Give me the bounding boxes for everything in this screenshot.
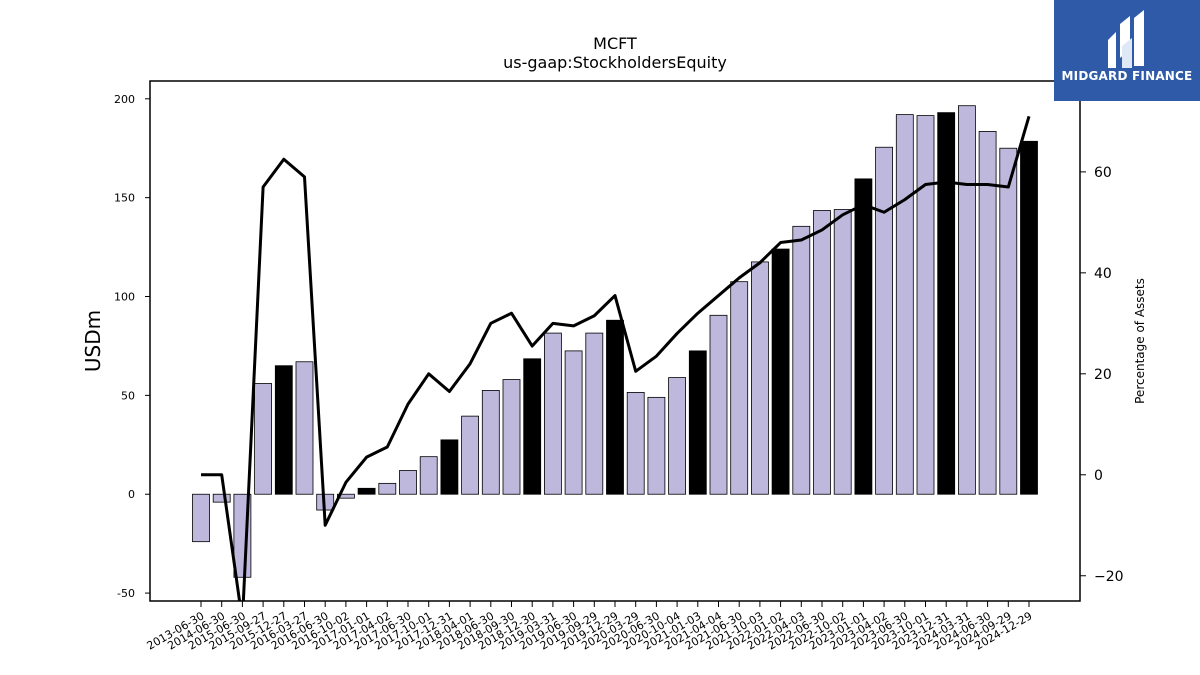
y-tick-label: 150 <box>114 192 135 205</box>
line-series <box>201 115 1031 601</box>
y2-tick-label: 20 <box>1094 367 1112 383</box>
bar <box>813 210 831 495</box>
bar <box>978 131 997 495</box>
bar <box>606 319 624 495</box>
bar <box>937 112 956 495</box>
bar <box>792 225 811 495</box>
bar <box>212 493 231 503</box>
y-axis-label: USDm <box>81 310 105 372</box>
bar <box>274 365 293 495</box>
bar <box>544 332 562 495</box>
bar <box>916 115 935 495</box>
logo-text: MIDGARD FINANCE <box>1061 69 1193 83</box>
bar <box>502 379 521 495</box>
bar <box>875 146 893 495</box>
bar-series <box>192 105 1038 578</box>
percentage-line <box>201 115 1031 601</box>
bar <box>399 470 417 495</box>
right-y-axis: −20 0 20 40 60 <box>1080 165 1124 585</box>
bar <box>192 493 210 543</box>
bar <box>1020 140 1038 495</box>
bar <box>336 493 355 499</box>
bar <box>295 361 314 495</box>
left-y-axis: -50 0 50 100 150 200 <box>114 93 150 600</box>
bar <box>647 396 666 495</box>
bar <box>378 482 397 495</box>
midgard-logo-icon <box>1108 10 1144 68</box>
y2-tick-label: −20 <box>1094 569 1124 585</box>
bar <box>688 350 707 495</box>
y-tick-label: -50 <box>117 587 135 600</box>
y-tick-label: 100 <box>114 291 135 304</box>
bar <box>440 439 459 495</box>
bar <box>730 281 749 495</box>
y2-tick-label: 60 <box>1094 165 1112 181</box>
y2-tick-label: 40 <box>1094 266 1112 282</box>
bar <box>419 456 438 495</box>
bar <box>854 178 873 495</box>
x-axis: 2013-06-302014-06-302015-06-302015-09-27… <box>145 601 1035 653</box>
chart-title: MCFT <box>593 34 637 53</box>
bar <box>481 390 500 495</box>
bar <box>254 383 273 495</box>
bar <box>461 415 480 495</box>
bar <box>585 332 604 495</box>
y2-axis-label: Percentage of Assets <box>1133 278 1147 404</box>
bar <box>626 392 645 495</box>
chart-subtitle: us-gaap:StockholdersEquity <box>503 53 727 72</box>
y2-tick-label: 0 <box>1094 468 1103 484</box>
bar <box>709 314 728 495</box>
y-tick-label: 0 <box>128 488 135 501</box>
bar <box>833 209 852 495</box>
bar <box>523 358 542 495</box>
bar <box>895 114 914 495</box>
bar <box>564 350 583 495</box>
bar <box>751 261 769 495</box>
bar <box>958 105 976 495</box>
brand-logo: MIDGARD FINANCE <box>1054 0 1200 101</box>
bar <box>771 248 790 495</box>
y-tick-label: 50 <box>121 389 135 402</box>
bar <box>999 147 1018 495</box>
bar <box>357 487 376 495</box>
bar <box>668 377 686 495</box>
y-tick-label: 200 <box>114 93 135 106</box>
